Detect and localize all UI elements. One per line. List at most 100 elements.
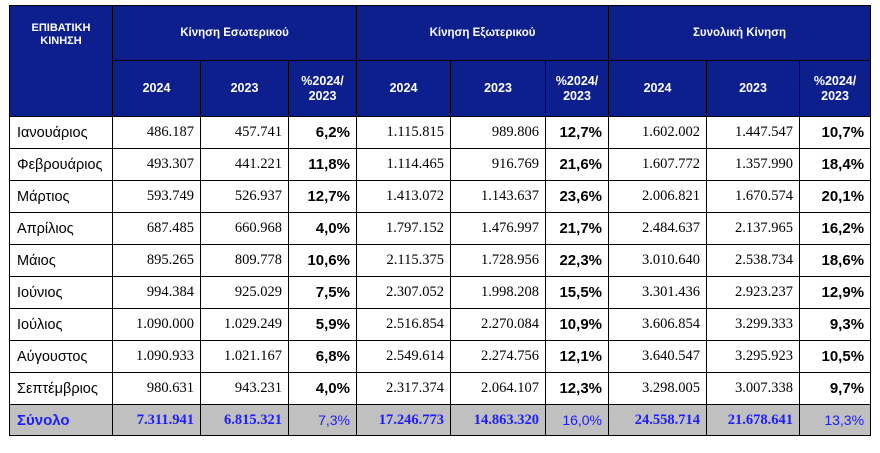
percent-change-cell: 6,8% bbox=[288, 340, 357, 373]
corner-header: ΕΠΙΒΑΤΙΚΗ ΚΙΝΗΣΗ bbox=[9, 5, 113, 117]
percent-change-cell: 13,3% bbox=[799, 404, 872, 436]
percent-change-cell: 12,1% bbox=[544, 340, 610, 373]
table-row: Απρίλιος 687.485 660.968 4,0% 1.797.152 1.476… bbox=[9, 212, 872, 245]
month-cell: Απρίλιος bbox=[9, 212, 113, 245]
value-cell: 943.231 bbox=[200, 372, 289, 405]
percent-change-cell: 10,5% bbox=[799, 340, 872, 373]
value-cell: 895.265 bbox=[112, 244, 201, 277]
percent-change-cell: 10,7% bbox=[799, 116, 872, 149]
group-header-domestic: Κίνηση Εσωτερικού bbox=[112, 5, 357, 61]
percent-change-cell: 10,6% bbox=[288, 244, 357, 277]
col-header-2024: 2024 bbox=[356, 60, 451, 117]
value-cell: 3.295.923 bbox=[706, 340, 801, 373]
table-row: Μάιος 895.265 809.778 10,6% 2.115.375 1.728.9… bbox=[9, 244, 872, 277]
value-cell: 1.998.208 bbox=[450, 276, 546, 309]
col-header-pct: %2024/ 2023 bbox=[799, 60, 872, 117]
value-cell: 2.006.821 bbox=[608, 180, 708, 213]
total-row: Σύνολο 7.311.941 6.815.321 7,3% 17.246.773 14… bbox=[9, 404, 872, 436]
table-row: Ιανουάριος 486.187 457.741 6,2% 1.115.815 989… bbox=[9, 116, 872, 149]
value-cell: 2.549.614 bbox=[356, 340, 451, 373]
value-cell: 486.187 bbox=[112, 116, 201, 149]
month-cell: Αύγουστος bbox=[9, 340, 113, 373]
value-cell: 1.090.000 bbox=[112, 308, 201, 341]
value-cell: 526.937 bbox=[200, 180, 289, 213]
value-cell: 457.741 bbox=[200, 116, 289, 149]
value-cell: 1.114.465 bbox=[356, 148, 451, 181]
value-cell: 24.558.714 bbox=[608, 404, 708, 436]
percent-change-cell: 6,2% bbox=[288, 116, 357, 149]
percent-change-cell: 23,6% bbox=[544, 180, 610, 213]
col-header-pct: %2024/ 2023 bbox=[544, 60, 610, 117]
value-cell: 2.307.052 bbox=[356, 276, 451, 309]
month-cell: Ιούνιος bbox=[9, 276, 113, 309]
percent-change-cell: 7,3% bbox=[288, 404, 357, 436]
value-cell: 2.516.854 bbox=[356, 308, 451, 341]
value-cell: 3.640.547 bbox=[608, 340, 708, 373]
value-cell: 441.221 bbox=[200, 148, 289, 181]
percent-change-cell: 9,7% bbox=[799, 372, 872, 405]
value-cell: 2.274.756 bbox=[450, 340, 546, 373]
value-cell: 660.968 bbox=[200, 212, 289, 245]
percent-change-cell: 11,8% bbox=[288, 148, 357, 181]
month-cell: Ιούλιος bbox=[9, 308, 113, 341]
percent-change-cell: 20,1% bbox=[799, 180, 872, 213]
value-cell: 1.021.167 bbox=[200, 340, 289, 373]
percent-change-cell: 21,7% bbox=[544, 212, 610, 245]
month-cell: Μάιος bbox=[9, 244, 113, 277]
percent-change-cell: 4,0% bbox=[288, 372, 357, 405]
percent-change-cell: 12,7% bbox=[544, 116, 610, 149]
value-cell: 994.384 bbox=[112, 276, 201, 309]
value-cell: 593.749 bbox=[112, 180, 201, 213]
value-cell: 1.607.772 bbox=[608, 148, 708, 181]
value-cell: 17.246.773 bbox=[356, 404, 451, 436]
table-row: Ιούνιος 994.384 925.029 7,5% 2.307.052 1.998.… bbox=[9, 276, 872, 309]
value-cell: 21.678.641 bbox=[706, 404, 801, 436]
month-cell: Ιανουάριος bbox=[9, 116, 113, 149]
value-cell: 1.728.956 bbox=[450, 244, 546, 277]
value-cell: 1.090.933 bbox=[112, 340, 201, 373]
col-header-pct: %2024/ 2023 bbox=[288, 60, 357, 117]
col-header-2024: 2024 bbox=[608, 60, 708, 117]
col-header-2023: 2023 bbox=[200, 60, 289, 117]
value-cell: 2.115.375 bbox=[356, 244, 451, 277]
table-row: Ιούλιος 1.090.000 1.029.249 5,9% 2.516.854 2.… bbox=[9, 308, 872, 341]
table-row: Αύγουστος 1.090.933 1.021.167 6,8% 2.549.614… bbox=[9, 340, 872, 373]
value-cell: 3.606.854 bbox=[608, 308, 708, 341]
value-cell: 989.806 bbox=[450, 116, 546, 149]
value-cell: 3.301.436 bbox=[608, 276, 708, 309]
percent-change-cell: 10,9% bbox=[544, 308, 610, 341]
value-cell: 3.299.333 bbox=[706, 308, 801, 341]
value-cell: 1.670.574 bbox=[706, 180, 801, 213]
value-cell: 1.413.072 bbox=[356, 180, 451, 213]
value-cell: 3.007.338 bbox=[706, 372, 801, 405]
value-cell: 1.447.547 bbox=[706, 116, 801, 149]
percent-change-cell: 21,6% bbox=[544, 148, 610, 181]
value-cell: 7.311.941 bbox=[112, 404, 201, 436]
value-cell: 14.863.320 bbox=[450, 404, 546, 436]
month-cell: Μάρτιος bbox=[9, 180, 113, 213]
value-cell: 1.357.990 bbox=[706, 148, 801, 181]
value-cell: 493.307 bbox=[112, 148, 201, 181]
month-cell: Σεπτέμβριος bbox=[9, 372, 113, 405]
value-cell: 1.143.637 bbox=[450, 180, 546, 213]
passenger-traffic-table: ΕΠΙΒΑΤΙΚΗ ΚΙΝΗΣΗ Κίνηση Εσωτερικού Κίνησ… bbox=[9, 5, 872, 436]
percent-change-cell: 16,0% bbox=[544, 404, 610, 436]
percent-change-cell: 5,9% bbox=[288, 308, 357, 341]
value-cell: 1.476.997 bbox=[450, 212, 546, 245]
percent-change-cell: 18,6% bbox=[799, 244, 872, 277]
value-cell: 6.815.321 bbox=[200, 404, 289, 436]
col-header-2023: 2023 bbox=[706, 60, 801, 117]
col-header-2023: 2023 bbox=[450, 60, 546, 117]
value-cell: 925.029 bbox=[200, 276, 289, 309]
table-row: Σεπτέμβριος 980.631 943.231 4,0% 2.317.374 2.… bbox=[9, 372, 872, 405]
group-header-international: Κίνηση Εξωτερικού bbox=[355, 5, 610, 61]
percent-change-cell: 4,0% bbox=[288, 212, 357, 245]
value-cell: 916.769 bbox=[450, 148, 546, 181]
percent-change-cell: 12,7% bbox=[288, 180, 357, 213]
value-cell: 2.317.374 bbox=[356, 372, 451, 405]
value-cell: 2.137.965 bbox=[706, 212, 801, 245]
percent-change-cell: 18,4% bbox=[799, 148, 872, 181]
percent-change-cell: 12,3% bbox=[544, 372, 610, 405]
group-header-total: Συνολική Κίνηση bbox=[608, 5, 872, 61]
percent-change-cell: 16,2% bbox=[799, 212, 872, 245]
